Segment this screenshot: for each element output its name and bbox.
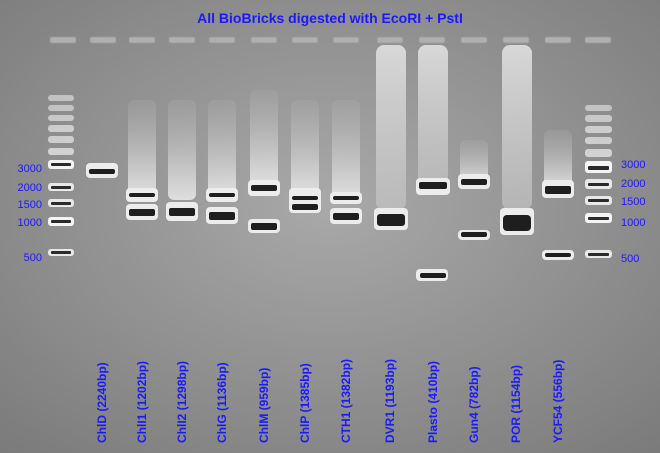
band-chli1-upper — [129, 193, 155, 197]
ladder-label-3000: 3000 — [621, 159, 645, 171]
smear-plasto — [418, 45, 448, 185]
ladder-label-500: 500 — [621, 253, 639, 265]
lane-label-plasto: Plasto (410bp) — [426, 361, 440, 443]
ladder-labels-left: 3000 2000 1500 1000 500 — [18, 163, 42, 264]
well — [418, 36, 446, 44]
well — [250, 36, 278, 44]
well-ladder-right — [584, 36, 612, 44]
band-por — [503, 215, 531, 231]
band-gun4-upper — [461, 179, 487, 185]
well — [544, 36, 572, 44]
band-cth1-lower — [333, 213, 359, 220]
lane-labels: ChlD (2240bp) ChlI1 (1202bp) ChlI2 (1298… — [95, 359, 565, 443]
well — [502, 36, 530, 44]
smears — [128, 45, 572, 210]
band-gun4-lower — [461, 232, 487, 237]
well — [460, 36, 488, 44]
smear — [208, 100, 236, 195]
ladder-right-bands — [588, 166, 609, 256]
well — [332, 36, 360, 44]
wells — [49, 36, 612, 44]
smear — [460, 140, 488, 185]
band-chld — [89, 169, 115, 174]
smear-dvr1 — [376, 45, 406, 210]
ladder-left-bands — [51, 163, 71, 254]
bands — [89, 169, 571, 278]
lane-label-cth1: CTH1 (1382bp) — [339, 359, 353, 443]
ladder-label-500: 500 — [24, 252, 42, 264]
band-chlg-upper — [209, 193, 235, 197]
lane-label-ycf54: YCF54 (556bp) — [551, 360, 565, 443]
band-plasto-lower — [420, 273, 446, 278]
lane-label-gun4: Gun4 (782bp) — [467, 366, 481, 443]
well-ladder-left — [49, 36, 77, 44]
smear — [544, 130, 572, 190]
band-plasto-upper — [419, 182, 447, 189]
ladder-label-1500: 1500 — [621, 196, 645, 208]
smear — [128, 100, 156, 195]
ladder-label-2000: 2000 — [18, 182, 42, 194]
band-ycf54-lower — [545, 253, 571, 257]
band-chlm-upper — [251, 185, 277, 191]
well — [376, 36, 404, 44]
band-chli1-lower — [129, 209, 155, 216]
lane-label-chlg: ChlG (1136bp) — [215, 362, 229, 443]
ladder-labels-right: 3000 2000 1500 1000 500 — [621, 159, 645, 265]
well — [128, 36, 156, 44]
smear-por — [502, 45, 532, 210]
lane-label-chli1: ChlI1 (1202bp) — [135, 361, 149, 443]
lane-label-dvr1: DVR1 (1193bp) — [383, 359, 397, 443]
band-ycf54-upper — [545, 186, 571, 194]
lane-label-chli2: ChlI2 (1298bp) — [175, 361, 189, 443]
band-chlp-lower — [292, 204, 318, 210]
smear — [168, 100, 196, 200]
band-chlp-upper — [292, 196, 318, 200]
ladder-right — [585, 105, 612, 258]
ladder-label-2000: 2000 — [621, 178, 645, 190]
well — [291, 36, 319, 44]
lane-label-chld: ChlD (2240bp) — [95, 362, 109, 443]
lane-label-chlm: ChlM (959bp) — [257, 368, 271, 443]
ladder-label-1000: 1000 — [621, 217, 645, 229]
ladder-label-1500: 1500 — [18, 199, 42, 211]
well — [208, 36, 236, 44]
gel-title: All BioBricks digested with EcoRI + PstI — [197, 10, 463, 26]
smear — [250, 90, 278, 185]
ladder-label-1000: 1000 — [18, 217, 42, 229]
band-chlm-lower — [251, 223, 277, 230]
ladder-label-3000: 3000 — [18, 163, 42, 175]
well — [168, 36, 196, 44]
well — [89, 36, 117, 44]
band-chlg-lower — [209, 212, 235, 220]
smear — [291, 100, 319, 195]
lane-label-chlp: ChlP (1385bp) — [298, 363, 312, 443]
lane-label-por: POR (1154bp) — [509, 365, 523, 443]
smear — [332, 100, 360, 200]
band-cth1-upper — [333, 196, 359, 200]
band-dvr1 — [377, 214, 405, 226]
band-chli2 — [169, 208, 195, 216]
